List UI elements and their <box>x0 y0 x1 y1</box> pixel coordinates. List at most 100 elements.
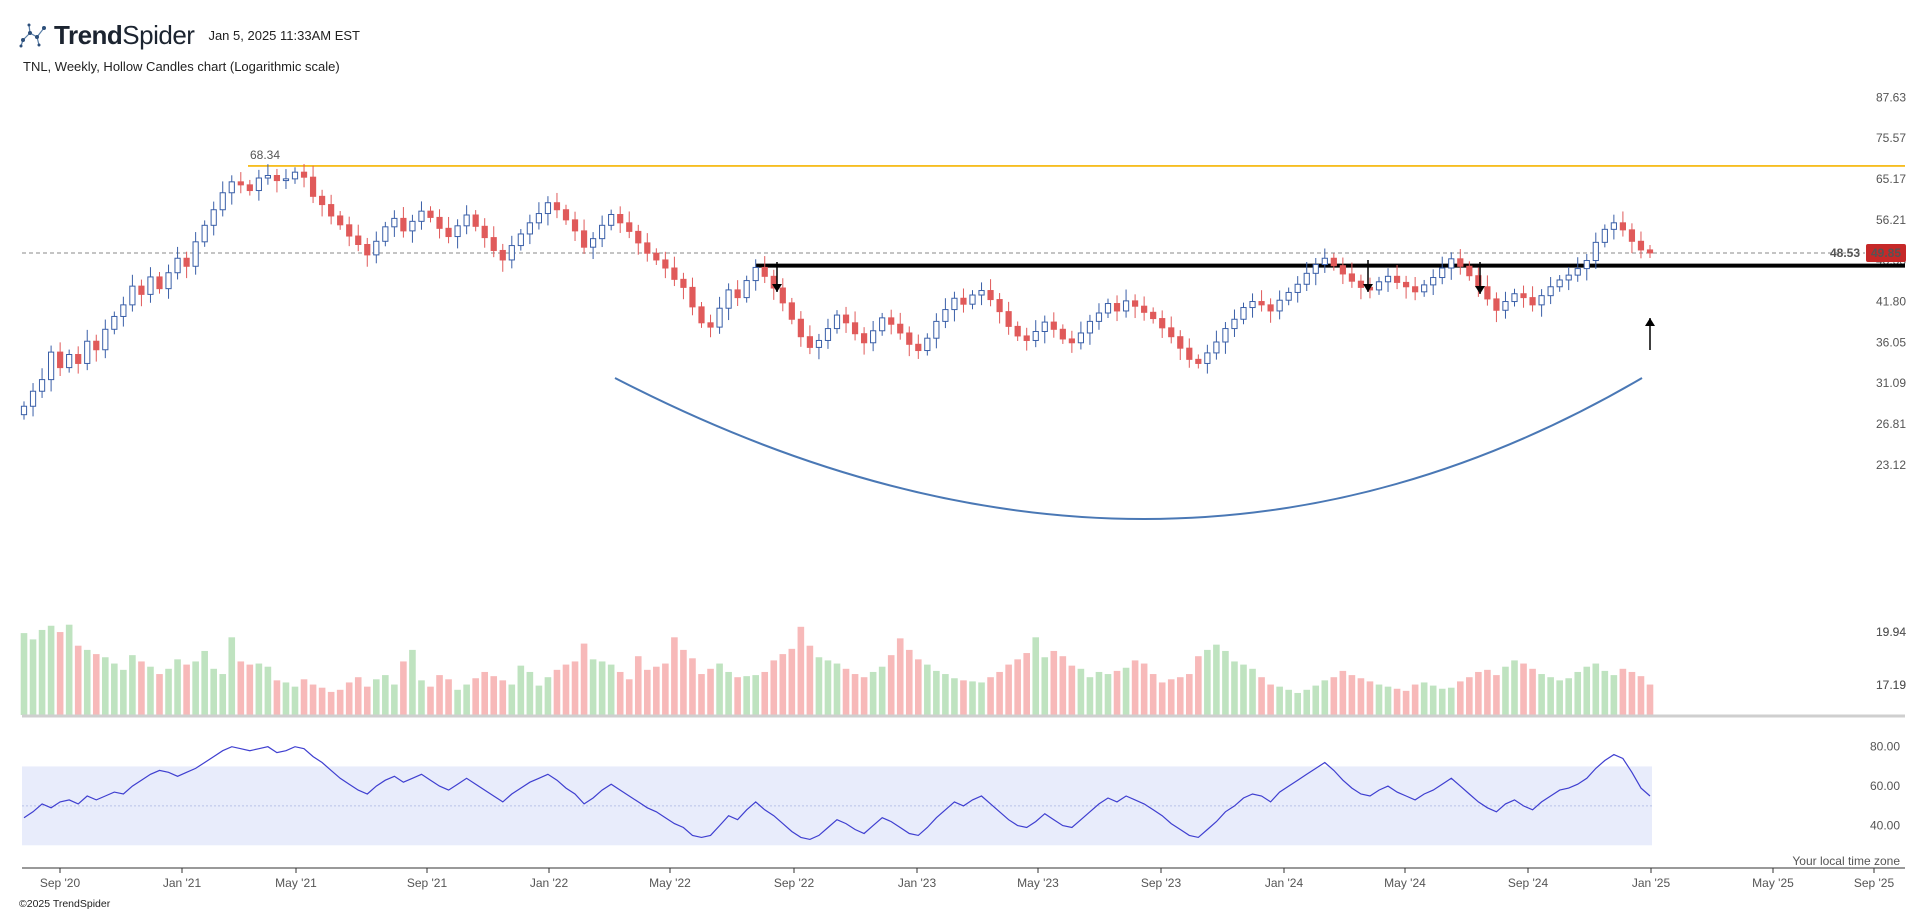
brand-bold: Trend <box>54 19 123 50</box>
candle-body <box>978 290 985 296</box>
volume-bar <box>499 680 507 715</box>
volume-bar <box>1457 681 1464 715</box>
candle-body <box>562 209 570 221</box>
candle-body <box>48 351 55 381</box>
volume-bar <box>219 674 227 715</box>
timezone-note: Your local time zone <box>1792 854 1900 868</box>
volume-bar <box>1222 650 1229 715</box>
candle-body <box>1357 280 1365 288</box>
price-axis-tick: 36.05 <box>1876 335 1906 349</box>
volume-bar <box>996 671 1003 715</box>
volume-bar <box>1140 663 1148 715</box>
volume-bar <box>915 659 922 715</box>
volume-bar <box>1023 653 1030 715</box>
candle-body <box>942 309 949 322</box>
candle-body <box>337 215 344 226</box>
volume-bar <box>625 679 633 715</box>
candle-body <box>282 178 290 182</box>
volume-bar <box>1574 671 1582 715</box>
volume-bar <box>237 661 245 715</box>
rsi-axis-tick: 40.00 <box>1870 819 1900 833</box>
candle-body <box>1177 336 1184 349</box>
volume-bar <box>1285 689 1292 715</box>
volume-bar <box>517 665 525 715</box>
x-axis-tick: Jan '24 <box>1265 876 1304 890</box>
brand-regular: Spider <box>122 19 195 50</box>
volume-bar <box>960 680 967 715</box>
volume-bar <box>1014 659 1021 715</box>
candle-body <box>1448 258 1455 269</box>
volume-bar <box>671 637 678 715</box>
candle-body <box>373 240 380 256</box>
candle-body <box>517 233 524 247</box>
candle-body <box>707 322 714 328</box>
volume-bar <box>933 670 940 715</box>
volume-bar <box>336 689 344 715</box>
volume-bar <box>1429 685 1437 715</box>
volume-bar <box>156 674 163 715</box>
candle-body <box>93 340 100 351</box>
volume-bar <box>887 655 895 715</box>
x-axis-tick: Jan '21 <box>163 876 202 890</box>
volume-bar <box>734 677 741 715</box>
candle-body <box>671 267 678 280</box>
volume-bar <box>598 661 606 715</box>
candle-body <box>1384 275 1392 283</box>
candle-body <box>427 210 434 218</box>
volume-bar <box>1547 677 1554 715</box>
candle-body <box>553 202 561 211</box>
candle-body <box>969 294 976 305</box>
volume-bar <box>851 674 859 715</box>
volume-bar <box>201 650 208 715</box>
candle-body <box>788 302 795 320</box>
candle-body <box>111 315 118 330</box>
volume-bar <box>951 678 958 715</box>
candle-body <box>508 245 515 261</box>
candle-body <box>544 202 552 215</box>
candle-body <box>1574 268 1581 276</box>
price-axis-tick: 87.63 <box>1876 90 1906 104</box>
candle-body <box>1240 307 1247 320</box>
arrow-down-jul24-head <box>1475 286 1485 294</box>
candle-body <box>1520 293 1527 299</box>
candle-body <box>1466 265 1473 277</box>
x-axis-tick: Jan '25 <box>1632 876 1671 890</box>
candle-body <box>328 204 335 217</box>
candle-body <box>1330 257 1337 267</box>
volume-bar <box>120 669 127 715</box>
volume-bar <box>779 654 787 715</box>
candle-body <box>210 209 217 226</box>
candle-body <box>1231 318 1238 330</box>
volume-bar <box>716 663 723 715</box>
volume-bar <box>47 625 55 715</box>
volume-bar <box>373 679 380 715</box>
volume-bar <box>102 657 109 715</box>
volume-bar <box>1303 689 1311 715</box>
volume-bar <box>860 677 868 715</box>
candle-body <box>1005 311 1012 327</box>
price-axis-tick: 17.19 <box>1876 678 1906 692</box>
candle-body <box>734 289 741 299</box>
price-axis-tick: 19.94 <box>1876 625 1906 639</box>
candle-body <box>915 343 922 352</box>
volume-bar <box>418 680 425 715</box>
candle-body <box>635 230 642 244</box>
copyright: ©2025 TrendSpider <box>19 898 111 910</box>
volume-bar <box>1321 680 1329 715</box>
volume-bar <box>653 666 660 715</box>
volume-bar <box>463 684 470 715</box>
volume-bar <box>246 664 254 715</box>
volume-bar <box>1149 674 1157 715</box>
candle-body <box>752 266 759 282</box>
volume-bar <box>454 689 461 715</box>
candle-body <box>987 290 994 301</box>
candle-body <box>201 224 208 243</box>
candle-body <box>779 287 786 304</box>
volume-bar <box>924 664 931 715</box>
volume-bar <box>689 658 696 715</box>
candle-body <box>608 214 615 226</box>
volume-bar <box>634 656 642 715</box>
volume-bar <box>1619 668 1627 715</box>
candle-body <box>1421 284 1428 293</box>
